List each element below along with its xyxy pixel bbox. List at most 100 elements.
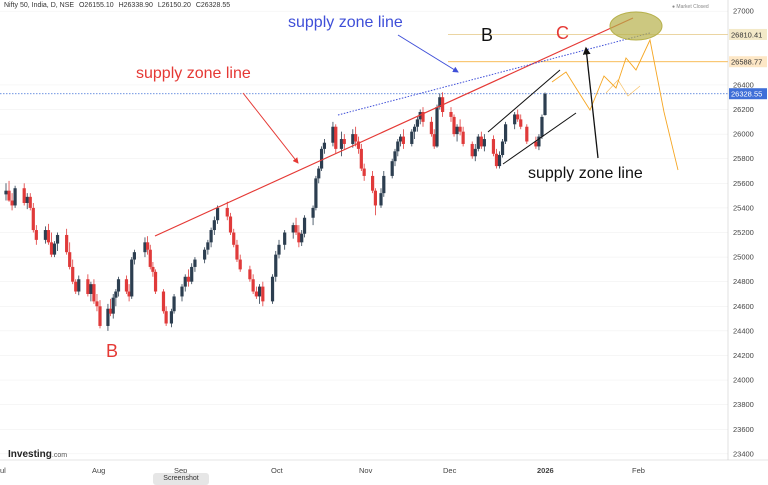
candle-body [491,139,496,154]
candle-body [494,153,499,167]
ohlc-header: Nifty 50, India, D, NSE O26155.10 H26338… [4,2,233,9]
price-tag-bg [729,88,767,100]
y-tick-label: 23600 [733,425,754,434]
candle-body [317,168,321,179]
target-zone-ellipse[interactable] [609,11,663,41]
candle-body [146,242,150,250]
candle-body [46,230,51,243]
y-tick-label: 26400 [733,80,754,89]
candle-body [319,148,324,169]
ohlc-high: H26338.90 [118,2,153,9]
candle-body [65,234,69,253]
candle-body [203,249,207,260]
candle-body [49,242,54,255]
candle-body [283,232,287,245]
candle-body [331,126,335,143]
time-axis[interactable]: ul Aug Sep Oct Nov Dec 2026 Feb [0,459,768,475]
candle-body [401,136,405,144]
candle-body [124,279,129,292]
candle-body [482,139,486,147]
y-tick-label: 25000 [733,253,754,262]
wave-label-c: C [556,23,569,43]
candle-body [473,148,477,157]
candle-body [235,244,239,260]
candle-body [55,234,60,244]
candle-body [238,259,242,270]
investing-logo[interactable]: Investing.com [8,449,67,460]
candle-body [71,266,75,282]
candle-body [228,216,233,233]
candle-body [291,225,295,233]
x-tick-label: 2026 [537,466,554,475]
candle-body [127,291,131,297]
candle-body [95,301,99,307]
candle-body [393,151,397,162]
candle-body [186,276,191,282]
candle-body [359,148,363,169]
candle-body [132,252,136,260]
candle-body [28,196,32,208]
candle-body [190,266,194,282]
candle-body [354,134,358,142]
candle-body [130,259,134,297]
candle-body [455,126,459,135]
candle-body [254,291,258,297]
screenshot-button[interactable]: Screenshot [153,473,209,485]
y-tick-label: 25800 [733,154,754,163]
candle-body [540,116,544,137]
candle-body [543,93,547,116]
candle-body [248,269,252,280]
orange-projection-path [551,38,679,171]
candle-body [497,155,502,167]
candle-body [525,126,529,142]
price-tag-bg [729,56,767,68]
market-status-text: Market Closed [676,4,709,10]
candle-body [251,279,255,292]
candle-body [519,119,523,127]
y-tick-label: 24800 [733,277,754,286]
candle-body [342,139,346,144]
candle-body [10,200,14,206]
candle-body [339,139,344,149]
x-tick-label: Feb [632,466,645,475]
candle-body [111,297,115,314]
channel-upper-line[interactable] [487,69,561,133]
y-tick-label: 23800 [733,400,754,409]
candle-body [25,196,29,203]
candle-body [153,271,158,292]
candle-body [86,279,90,294]
channel-lower-line[interactable] [502,112,577,165]
candle-body [164,311,168,324]
candle-body [334,126,338,149]
candle-body [429,121,433,135]
y-tick-label: 24200 [733,351,754,360]
ohlc-open: O26155.10 [78,2,114,9]
price-tag-bg [729,28,767,40]
candle-body [432,134,436,147]
wave-label-b-top: B [481,25,493,45]
candle-body [209,230,213,243]
symbol-title: Nifty 50, India, D, NSE [4,2,75,9]
candle-body [92,284,96,302]
candle-body [148,249,152,267]
price-axis[interactable]: 23400 23600 23800 24000 24200 24400 24600 24800… [727,0,767,460]
wave-label-b-left: B [106,341,118,361]
candle-body [22,188,26,203]
x-tick-label: Dec [443,466,457,475]
blue-dotted-trendline[interactable] [337,32,651,116]
candle-body [458,126,462,132]
candle-body [215,207,220,221]
candle-body [212,220,216,231]
candle-body [89,284,93,294]
candle-body [537,136,541,147]
red-supply-trendline[interactable] [154,17,634,237]
candle-body [399,136,403,142]
candle-body [31,207,35,231]
y-tick-label: 23400 [733,449,754,458]
candle-body [500,141,505,156]
candle-body [461,131,465,144]
candle-body [294,225,298,233]
ohlc-low: L26150.20 [157,2,191,9]
